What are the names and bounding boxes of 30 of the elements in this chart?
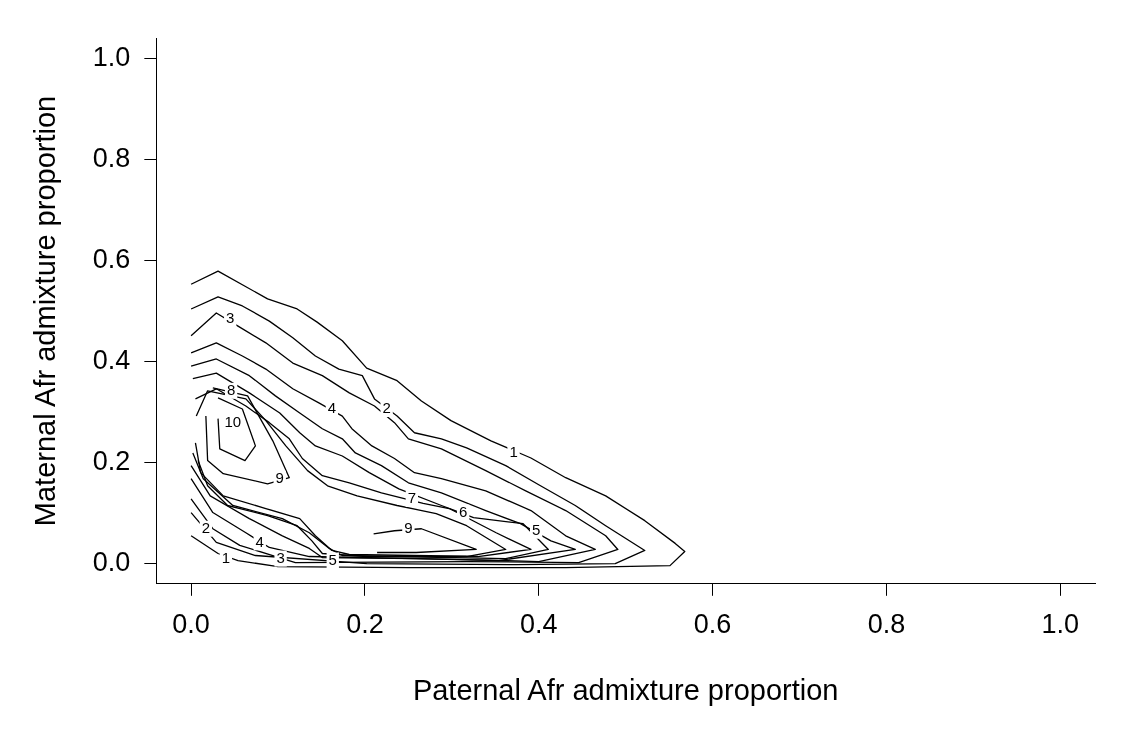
annotation: 5 [328, 550, 337, 568]
x-tick-label: 1.0 [1041, 609, 1080, 640]
annotation: 2 [201, 518, 211, 536]
y-axis-title: Maternal Afr admixture proportion [29, 95, 62, 527]
y-tick-label: 0.6 [92, 243, 131, 274]
y-tick-label: 1.0 [92, 41, 131, 72]
annotation: 3 [226, 309, 235, 327]
annotation: 2 [382, 399, 391, 417]
y-tick-label: 0.0 [92, 547, 131, 578]
annotation: 5 [531, 520, 541, 538]
x-tick-label: 0.6 [693, 609, 732, 640]
annotation: 4 [255, 532, 264, 550]
y-tick-label: 0.8 [92, 142, 131, 173]
x-tick-label: 0.8 [867, 609, 906, 640]
annotation: 8 [226, 380, 236, 398]
annotation: 9 [404, 518, 413, 536]
y-tick-label: 0.2 [92, 446, 131, 477]
annotation: 1 [221, 548, 231, 566]
annotation: 9 [275, 468, 284, 486]
x-tick-label: 0.4 [519, 609, 558, 640]
x-tick-label: 0.0 [172, 609, 210, 640]
y-tick-label: 0.4 [92, 344, 131, 375]
annotation: 6 [458, 502, 468, 520]
x-tick-label: 0.2 [346, 609, 384, 640]
annotation: 4 [327, 399, 337, 417]
annotation: 7 [407, 489, 417, 507]
annotation: 3 [276, 548, 285, 566]
annotation: 10 [224, 412, 242, 430]
x-axis-title: Paternal Afr admixture proportion [412, 673, 839, 706]
annotation: 1 [509, 443, 518, 461]
